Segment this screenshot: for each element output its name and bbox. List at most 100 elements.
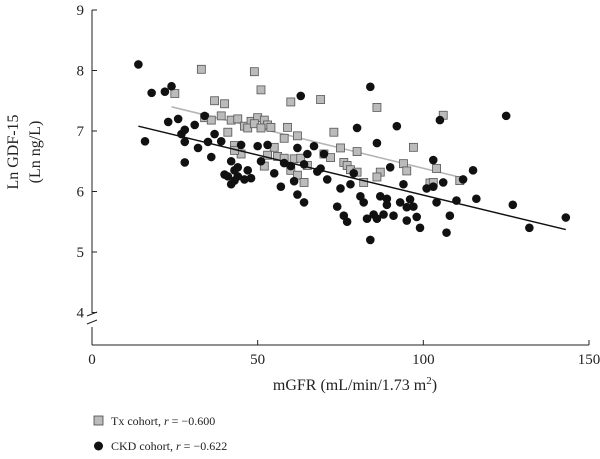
ckd-point [375,192,385,201]
plot-area [134,60,571,245]
tx-point [249,67,259,77]
ckd-point [412,212,422,222]
ckd-point [279,158,289,168]
legend-tx-stat-value: = −0.600 [172,414,216,428]
tx-point [196,64,206,74]
y-axis-title-line1: Ln GDF-15 [5,114,22,189]
ckd-point [366,82,375,92]
ckd-point [263,140,272,150]
ckd-point [432,198,441,207]
y-tick-label-7: 7 [77,124,85,140]
ckd-point [200,111,209,121]
x-tick-label-50: 50 [250,352,265,368]
tx-point [316,95,326,104]
ckd-point [296,91,306,101]
ckd-point [233,163,243,172]
ckd-point [240,175,249,184]
ckd-point [303,149,312,159]
ckd-point [180,137,190,147]
series-ckd-cohort [134,60,571,245]
tx-point [402,166,412,176]
tx-point [336,143,345,153]
ckd-point [293,190,302,199]
ckd-point [180,158,190,167]
legend-ckd-stat-value: = −0.622 [184,439,228,453]
y-tick-label-8: 8 [77,64,85,80]
tx-point [359,178,369,187]
ckd-point [435,115,445,125]
ckd-point [336,184,345,193]
ckd-point [203,137,213,147]
tx-point [170,89,180,98]
ckd-point [379,210,388,219]
ckd-point [180,125,190,135]
legend-tx-name: Tx cohort [111,414,159,428]
tx-point [329,127,339,137]
ckd-point [233,172,243,181]
ckd-point [452,196,461,205]
tx-point [432,164,441,173]
ckd-point [223,172,233,181]
ckd-point [385,163,395,172]
ckd-point [399,179,408,189]
ckd-point [422,184,431,193]
x-axis-title-superscript: 2 [426,375,432,387]
legend-tx-stat-label: r [164,414,169,428]
y-tick-label-9: 9 [77,3,85,19]
tx-point [283,122,292,132]
tx-point [256,85,266,95]
ckd-point [372,138,382,148]
tx-point [286,97,296,107]
ckd-point [342,217,352,227]
tx-point [216,111,226,121]
legend-ckd-stat-label: r [176,439,181,453]
ckd-point [395,198,405,207]
tx-point [279,133,289,143]
x-tick-label-150: 150 [578,352,600,368]
ckd-point [289,176,299,186]
legend-label-ckd: CKD cohort, r = −0.622 [111,439,227,453]
tx-point [326,153,335,163]
y-ticks: 4 5 6 7 8 9 [77,3,97,322]
tx-point [293,131,302,141]
ckd-point [458,175,468,184]
tx-point [299,178,309,187]
ckd-point [299,198,309,207]
ckd-point [438,178,448,187]
ckd-point [253,141,262,151]
ckd-point [246,173,256,183]
ckd-point [322,175,332,184]
ckd-point [352,123,362,133]
ckd-point [561,213,571,222]
tx-point [233,114,243,124]
ckd-point [160,87,170,96]
ckd-point [366,235,375,245]
ckd-point [309,141,319,151]
ckd-point [349,169,359,178]
tx-point [256,123,266,133]
ckd-point [236,140,246,150]
tx-point [372,103,382,112]
x-ticks: 0 50 100 150 [88,340,600,368]
trend-line-ckd-cohort [138,125,566,231]
ckd-point [193,143,203,153]
ckd-point [442,228,451,237]
ckd-point [173,114,183,124]
ckd-point [428,155,438,165]
ckd-point [359,198,368,207]
ckd-point [508,200,518,210]
ckd-point [501,111,511,121]
tx-point [352,147,362,156]
ckd-point [468,166,478,175]
x-tick-label-100: 100 [412,352,435,368]
ckd-point [402,216,412,225]
ckd-point [402,202,412,212]
tx-point [220,99,229,109]
ckd-point [392,121,402,131]
y-tick-label-4: 4 [77,306,85,322]
ckd-point [256,156,266,166]
ckd-point [134,60,143,69]
tx-point [206,115,216,125]
ckd-point [409,202,418,211]
